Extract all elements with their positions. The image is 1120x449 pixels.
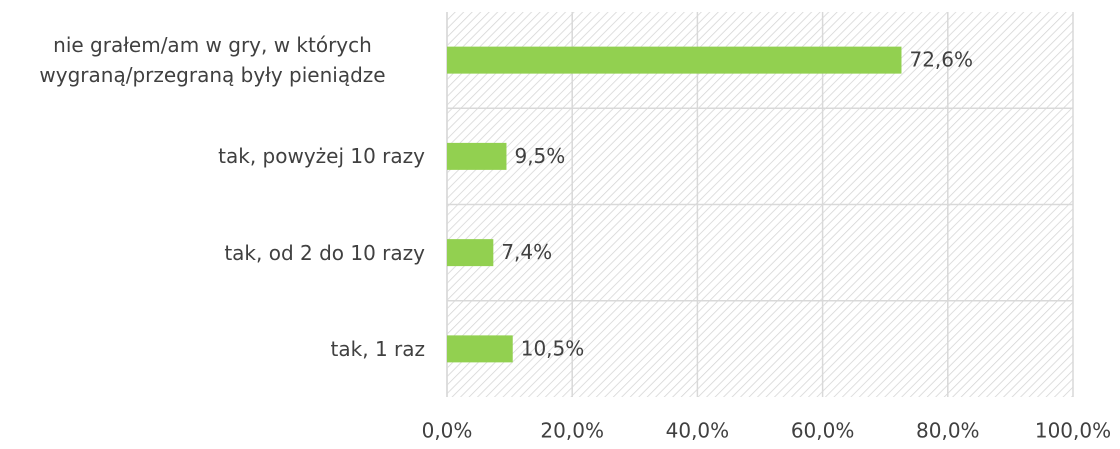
- data-label: 7,4%: [501, 240, 552, 264]
- data-label: 10,5%: [521, 336, 585, 360]
- x-tick-label: 60,0%: [791, 419, 855, 443]
- x-tick-label: 100,0%: [1035, 419, 1111, 443]
- x-tick-label: 80,0%: [916, 419, 980, 443]
- x-tick-label: 40,0%: [666, 419, 730, 443]
- y-tick-label: tak, od 2 do 10 razy: [224, 240, 425, 265]
- data-label: 72,6%: [909, 48, 973, 72]
- x-tick-label: 0,0%: [422, 419, 473, 443]
- y-tick-label: tak, powyżej 10 razy: [218, 144, 425, 169]
- y-tick-label: tak, 1 raz: [330, 336, 425, 361]
- bar: [447, 335, 513, 363]
- y-tick-label: nie grałem/am w gry, w których wygraną/p…: [39, 33, 386, 88]
- x-tick-label: 20,0%: [540, 419, 604, 443]
- bar: [447, 142, 507, 170]
- bar: [447, 46, 902, 74]
- bar: [447, 239, 494, 267]
- data-label: 9,5%: [514, 144, 565, 168]
